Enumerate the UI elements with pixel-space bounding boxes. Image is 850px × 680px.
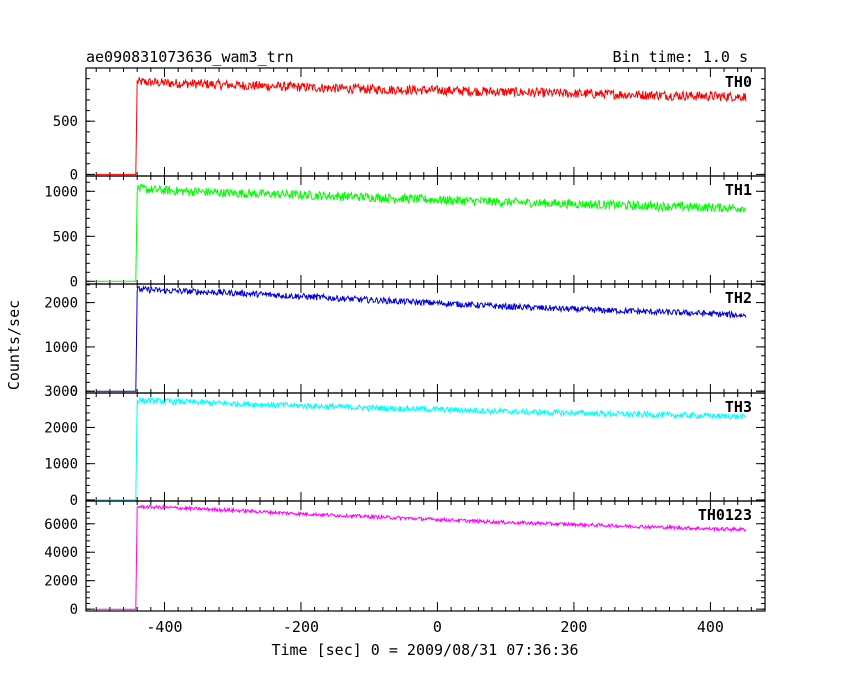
bin-time-label: Bin time: 1.0 s (613, 48, 748, 66)
y-tick-label: 4000 (44, 545, 78, 561)
y-tick-label: 0 (70, 493, 78, 509)
series-label-th0123: TH0123 (698, 506, 752, 524)
panel-frame-th0123 (85, 500, 766, 612)
y-tick-label: 0 (70, 274, 78, 290)
series-label-th3: TH3 (725, 398, 752, 416)
y-tick-label: 1000 (44, 457, 78, 473)
y-tick-label: 3000 (44, 384, 78, 400)
y-tick-label: 1000 (44, 184, 78, 200)
series-line-th3 (96, 396, 747, 501)
series-line-th0123 (96, 503, 747, 610)
y-tick-label: 500 (53, 229, 78, 245)
y-tick-label: 6000 (44, 517, 78, 533)
series-line-th1 (96, 183, 747, 282)
panel-frame-th2 (85, 283, 766, 394)
y-tick-label: 500 (53, 114, 78, 130)
y-tick-label: 2000 (44, 420, 78, 436)
panel-frame-th3 (85, 392, 766, 502)
x-tick-label: -200 (283, 618, 319, 636)
y-tick-label: 0 (70, 602, 78, 618)
x-tick-label: 0 (433, 618, 442, 636)
y-tick-label: 2000 (44, 296, 78, 312)
y-tick-label: 0 (70, 167, 78, 183)
series-label-th1: TH1 (725, 181, 752, 199)
y-tick-label: 0 (70, 384, 78, 400)
series-line-th0 (96, 77, 747, 175)
x-tick-label: 200 (560, 618, 587, 636)
x-axis-label: Time [sec] 0 = 2009/08/31 07:36:36 (271, 641, 578, 659)
y-tick-label: 2000 (44, 574, 78, 590)
series-label-th2: TH2 (725, 289, 752, 307)
y-tick-label: 1000 (44, 340, 78, 356)
chart-title: ae090831073636_wam3_trn (86, 48, 294, 66)
x-tick-label: 400 (697, 618, 724, 636)
y-axis-label: Counts/sec (5, 300, 23, 390)
series-line-th2 (96, 284, 747, 392)
x-tick-label: -400 (146, 618, 182, 636)
series-label-th0: TH0 (725, 73, 752, 91)
